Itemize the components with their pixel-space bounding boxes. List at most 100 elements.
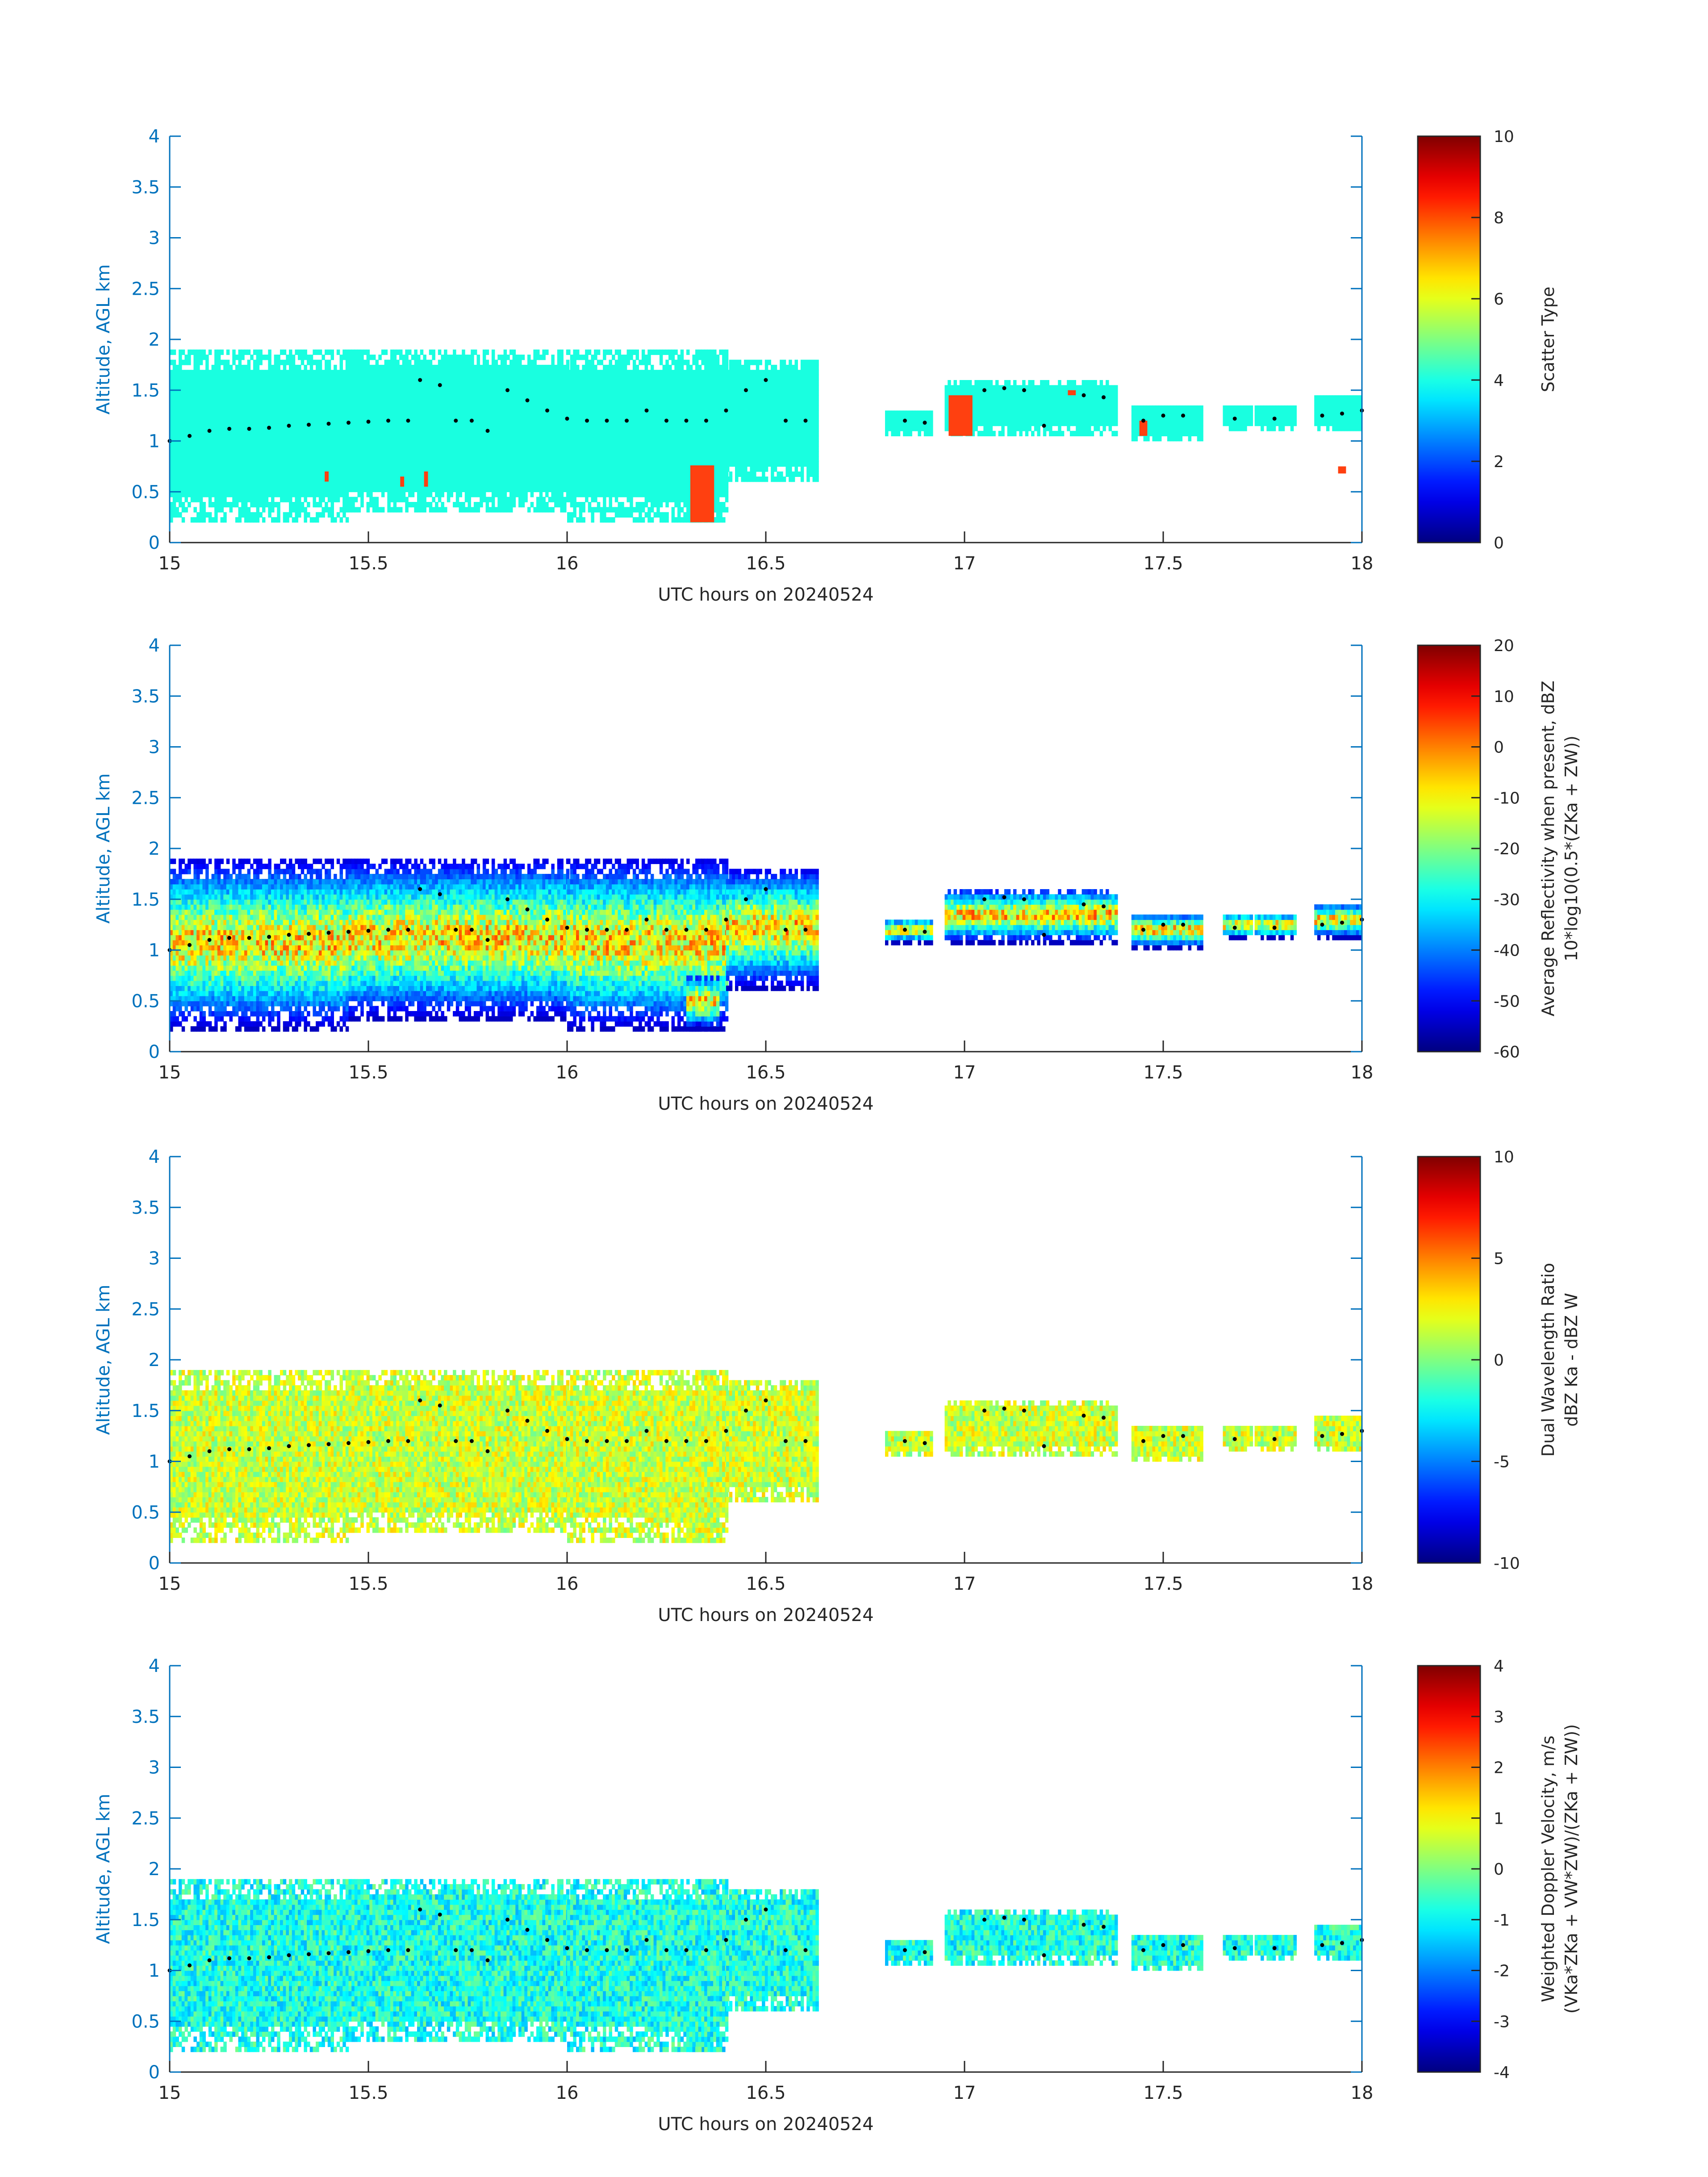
heatmap-cell — [232, 497, 236, 502]
heatmap-cell — [277, 502, 280, 508]
heatmap-cell — [259, 421, 263, 426]
heatmap-cell — [429, 486, 433, 493]
heatmap-cell — [366, 492, 370, 497]
heatmap-cell — [567, 441, 571, 447]
heatmap-cell — [579, 385, 583, 391]
heatmap-cell — [202, 471, 206, 477]
heatmap-cell — [190, 395, 194, 401]
heatmap-cell — [536, 405, 540, 411]
heatmap-cell — [563, 502, 567, 508]
heatmap-cell — [585, 421, 589, 426]
heatmap-cell — [653, 400, 657, 406]
heatmap-cell — [551, 375, 555, 380]
heatmap-cell — [360, 486, 364, 493]
heatmap-cell — [476, 476, 480, 482]
heatmap-cell — [435, 421, 438, 426]
heatmap-cell — [659, 486, 663, 493]
heatmap-cell — [289, 390, 292, 396]
heatmap-cell — [390, 456, 394, 462]
heatmap-cell — [214, 466, 218, 472]
heatmap-cell — [447, 461, 451, 467]
heatmap-cell — [170, 502, 173, 508]
heatmap-cell — [635, 476, 639, 482]
heatmap-cell — [632, 395, 636, 401]
heatmap-cell — [632, 349, 636, 355]
heatmap-cell — [313, 426, 316, 431]
heatmap-cell — [545, 390, 549, 396]
heatmap-cell — [521, 410, 525, 416]
heatmap-cell — [354, 466, 358, 472]
heatmap-cell — [268, 486, 271, 493]
heatmap-cell — [393, 415, 397, 421]
heatmap-cell — [211, 461, 215, 467]
heatmap-cell — [244, 410, 248, 416]
heatmap-cell — [480, 390, 483, 396]
heatmap-cell — [512, 456, 516, 462]
heatmap-cell — [351, 476, 355, 482]
heatmap-cell — [322, 512, 325, 518]
heatmap-cell — [591, 497, 594, 502]
heatmap-cell — [172, 380, 176, 386]
heatmap-cell — [262, 441, 266, 447]
heatmap-cell — [497, 476, 501, 482]
heatmap-cell — [579, 456, 583, 462]
heatmap-cell — [339, 395, 343, 401]
heatmap-cell — [647, 471, 651, 477]
heatmap-cell — [600, 486, 603, 493]
heatmap-cell — [184, 380, 188, 386]
heatmap-cell — [304, 441, 307, 447]
heatmap-cell — [582, 405, 585, 411]
heatmap-cell — [647, 421, 651, 426]
heatmap-cell — [450, 370, 453, 376]
heatmap-cell — [521, 451, 525, 457]
heatmap-cell — [181, 461, 185, 467]
heatmap-cell — [603, 512, 606, 518]
heatmap-cell — [399, 426, 403, 431]
heatmap-cell — [548, 430, 552, 436]
heatmap-cell — [603, 441, 606, 447]
heatmap-cell — [366, 349, 370, 355]
heatmap-cell — [348, 370, 352, 376]
heatmap-cell — [635, 421, 639, 426]
heatmap-cell — [211, 471, 215, 477]
heatmap-cell — [205, 456, 209, 462]
heatmap-cell — [542, 497, 546, 502]
heatmap-cell — [563, 385, 567, 391]
heatmap-cell — [342, 502, 346, 508]
heatmap-cell — [518, 390, 522, 396]
heatmap-cell — [170, 395, 173, 401]
heatmap-cell — [247, 390, 251, 396]
heatmap-cell — [588, 359, 592, 365]
heatmap-cell — [503, 441, 507, 447]
heatmap-cell — [639, 471, 642, 477]
heatmap-cell — [381, 456, 385, 462]
heatmap-cell — [366, 364, 370, 371]
heatmap-cell — [375, 436, 379, 442]
heatmap-cell — [621, 390, 624, 396]
heatmap-cell — [393, 476, 397, 482]
heatmap-cell — [313, 492, 316, 497]
heatmap-cell — [196, 390, 200, 396]
heatmap-cell — [494, 486, 498, 493]
heatmap-cell — [247, 375, 251, 380]
heatmap-cell — [336, 446, 340, 452]
heatmap-cell — [354, 456, 358, 462]
heatmap-cell — [348, 446, 352, 452]
heatmap-cell — [351, 481, 355, 487]
heatmap-cell — [316, 512, 319, 518]
heatmap-cell — [220, 349, 224, 355]
heatmap-cell — [573, 349, 576, 355]
heatmap-cell — [327, 451, 331, 457]
heatmap-cell — [594, 481, 597, 487]
heatmap-cell — [606, 375, 610, 380]
heatmap-cell — [268, 456, 271, 462]
heatmap-cell — [325, 410, 328, 416]
heatmap-cell — [414, 486, 418, 493]
heatmap-cell — [322, 355, 325, 360]
heatmap-cell — [170, 426, 173, 431]
heatmap-cell — [462, 415, 465, 421]
heatmap-cell — [339, 410, 343, 416]
heatmap-cell — [480, 492, 483, 497]
heatmap-cell — [357, 385, 361, 391]
heatmap-cell — [650, 456, 654, 462]
